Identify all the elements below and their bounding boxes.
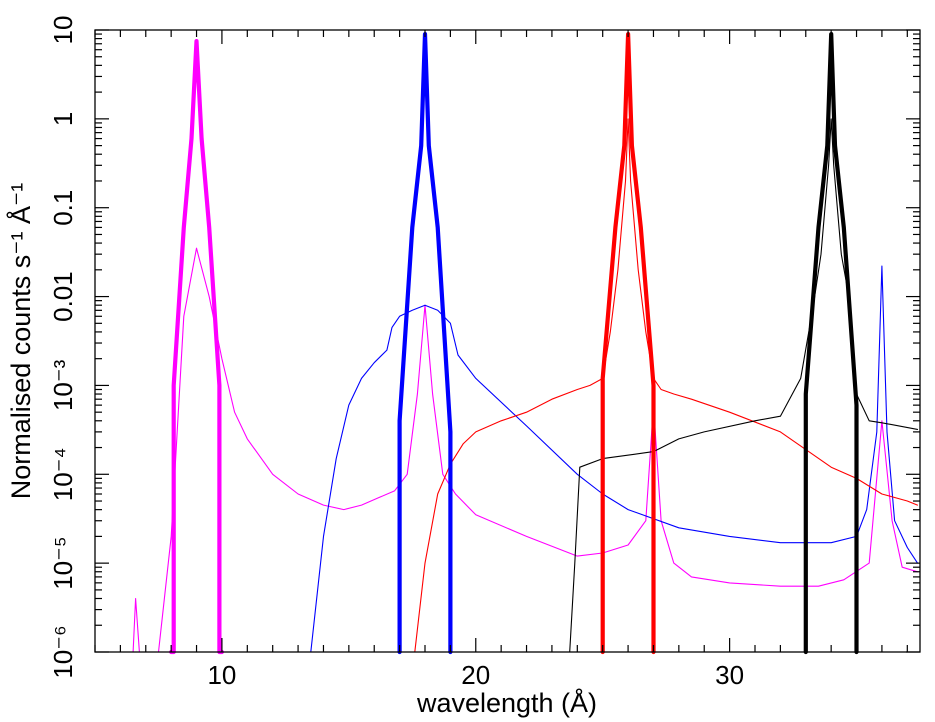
y-tick-label: 0.01 xyxy=(48,271,78,322)
x-axis-label: wavelength (Å) xyxy=(416,687,597,718)
y-tick-label: 10⁻⁴ xyxy=(48,447,78,501)
y-tick-label: 10⁻⁵ xyxy=(48,536,78,589)
series-line-6 xyxy=(414,118,919,653)
axes-layer: 10 20 30 10⁻⁶ 10⁻⁵ 10⁻⁴ 10⁻³ 0.01 0.1 1 10 xyxy=(48,16,920,690)
series-line-1 xyxy=(397,32,453,655)
y-tick-label: 10 xyxy=(48,16,78,45)
x-tick-label: 30 xyxy=(715,660,744,690)
y-tick-label: 1 xyxy=(48,112,78,126)
series-line-0 xyxy=(169,39,224,655)
plot-frame xyxy=(94,29,921,653)
y-axis-label: Normalised counts s⁻¹ Å⁻¹ xyxy=(5,183,36,500)
y-tick-label: 10⁻³ xyxy=(48,359,78,411)
y-tick-label: 10⁻⁶ xyxy=(48,625,78,678)
series-line-5 xyxy=(310,265,919,653)
series-line-7 xyxy=(569,118,919,653)
x-tick-label: 20 xyxy=(461,660,490,690)
series-layer xyxy=(132,32,919,655)
series-line-4 xyxy=(132,247,919,653)
x-tick-label: 10 xyxy=(207,660,236,690)
y-tick-label: 0.1 xyxy=(48,190,78,226)
